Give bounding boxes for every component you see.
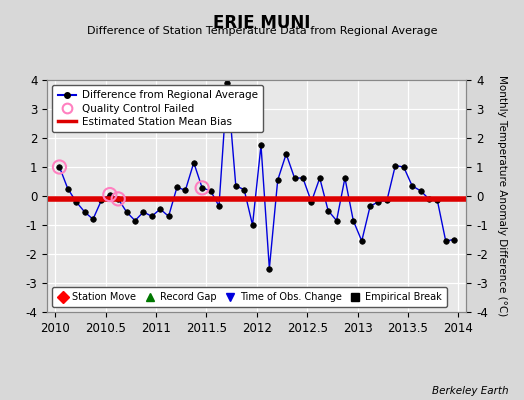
Y-axis label: Monthly Temperature Anomaly Difference (°C): Monthly Temperature Anomaly Difference (… [497, 75, 507, 317]
Text: Berkeley Earth: Berkeley Earth [432, 386, 508, 396]
Point [55, 164, 63, 170]
Point [114, 196, 123, 202]
Point [106, 191, 114, 198]
Point [198, 185, 206, 191]
Text: Difference of Station Temperature Data from Regional Average: Difference of Station Temperature Data f… [87, 26, 437, 36]
Legend: Station Move, Record Gap, Time of Obs. Change, Empirical Break: Station Move, Record Gap, Time of Obs. C… [52, 288, 446, 307]
Text: ERIE MUNI: ERIE MUNI [213, 14, 311, 32]
